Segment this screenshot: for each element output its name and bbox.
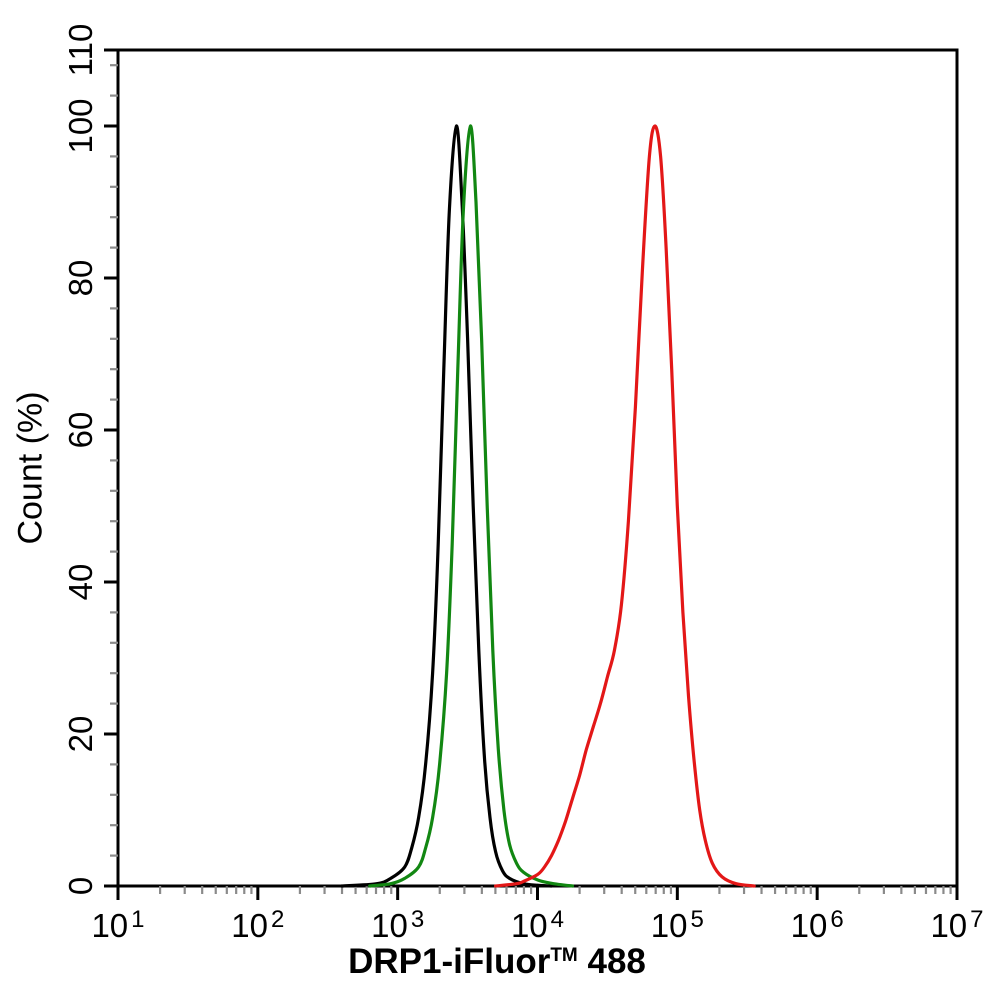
x-tick-label: 10 3 bbox=[371, 906, 424, 944]
x-tick-label: 10 1 bbox=[91, 906, 144, 944]
y-axis: 0 20 40 60 80 100 110 bbox=[62, 24, 118, 895]
y-tick-label: 20 bbox=[62, 716, 99, 753]
x-axis-title-main: DRP1-iFluor bbox=[348, 942, 551, 981]
x-tick-label: 10 6 bbox=[791, 906, 844, 944]
x-tick-label: 10 5 bbox=[651, 906, 704, 944]
x-tick-label: 10 7 bbox=[930, 906, 983, 944]
y-tick-label: 110 bbox=[62, 24, 99, 77]
x-axis-title-suffix: 488 bbox=[577, 942, 646, 981]
y-tick-label: 100 bbox=[62, 98, 99, 153]
x-tick-label: 10 4 bbox=[511, 906, 564, 944]
y-tick-label: 0 bbox=[62, 877, 99, 895]
x-axis-title: DRP1-iFluorTM 488 bbox=[0, 942, 994, 982]
curve-black bbox=[340, 124, 554, 888]
curve-red bbox=[494, 124, 756, 888]
y-tick-label: 40 bbox=[62, 564, 99, 601]
y-tick-label: 60 bbox=[62, 412, 99, 449]
x-tick-label: 10 2 bbox=[231, 906, 284, 944]
x-axis-title-trademark: TM bbox=[550, 945, 578, 966]
plot-box bbox=[116, 48, 959, 888]
y-axis-title: Count (%) bbox=[12, 391, 51, 544]
x-axis: 10 1 10 2 10 3 10 4 10 5 10 6 10 7 bbox=[91, 886, 984, 944]
curve-green bbox=[368, 124, 575, 888]
y-axis-title-text: Count (%) bbox=[11, 391, 50, 545]
y-tick-label: 80 bbox=[62, 260, 99, 297]
